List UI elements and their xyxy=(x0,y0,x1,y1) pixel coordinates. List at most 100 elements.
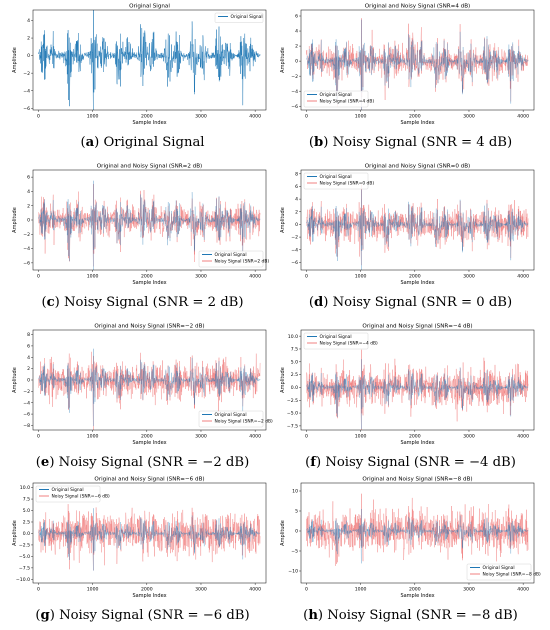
chart-a: Original Signal 0 1000 2000 3000 4000 −6 −4 −2 0 2… xyxy=(12,4,267,126)
chart-title: Original and Noisy Signal (SNR=4 dB) xyxy=(365,4,471,10)
x-tick-label: 1000 xyxy=(355,587,367,593)
x-tick-label: 2000 xyxy=(141,587,153,593)
y-tick-label: −10.0 xyxy=(16,577,30,583)
chart-b: Original and Noisy Signal (SNR=4 dB) 0 100… xyxy=(280,4,535,126)
x-tick-label: 2000 xyxy=(141,434,153,440)
panel-b: Original and Noisy Signal (SNR=4 dB) 0 100… xyxy=(278,2,543,157)
series-noisy-line xyxy=(306,184,529,266)
y-tick-label: 2 xyxy=(295,209,298,215)
y-tick-label: −7.5 xyxy=(287,423,298,429)
legend-box xyxy=(303,332,369,350)
x-tick-label: 3000 xyxy=(195,434,207,440)
y-tick-label: 10.0 xyxy=(20,485,30,491)
x-tick-label: 4000 xyxy=(249,587,261,593)
y-tick-label: 2 xyxy=(27,203,30,209)
x-tick-label: 1000 xyxy=(355,434,367,440)
axes-frame xyxy=(300,9,535,111)
x-tick-label: 3000 xyxy=(463,587,475,593)
x-tick-label: 3000 xyxy=(195,587,207,593)
x-tick-label: 4000 xyxy=(517,434,529,440)
y-axis-label: Amplitude xyxy=(280,367,286,393)
series-original-line xyxy=(38,9,261,111)
y-axis-label: Amplitude xyxy=(12,47,18,73)
y-tick-label: 8 xyxy=(295,171,298,177)
axes-frame xyxy=(300,329,535,431)
chart-h: Original and Noisy Signal (SNR=−8 dB) 0 10… xyxy=(280,477,541,600)
x-tick-label: 2000 xyxy=(409,587,421,593)
y-tick-label: −7.5 xyxy=(19,565,30,571)
y-axis-label: Amplitude xyxy=(280,47,286,73)
y-axis-label: Amplitude xyxy=(12,207,18,233)
y-tick-label: −10 xyxy=(288,569,298,575)
x-axis-label: Sample Index xyxy=(132,120,166,126)
caption-f: (f) Noisy Signal (SNR = −4 dB) xyxy=(305,455,516,470)
plot-area xyxy=(33,10,266,110)
series-noisy-line xyxy=(306,349,529,431)
x-tick-label: 0 xyxy=(37,274,40,280)
x-tick-label: 0 xyxy=(305,434,308,440)
x-tick-label: 4000 xyxy=(249,434,261,440)
x-tick-label: 3000 xyxy=(463,114,475,120)
y-tick-label: −2.5 xyxy=(19,543,30,549)
series-original-line xyxy=(306,359,529,430)
y-tick-label: 2.5 xyxy=(23,520,30,526)
chart-title: Original and Noisy Signal (SNR=−8 dB) xyxy=(362,477,472,483)
y-tick-label: −4 xyxy=(23,88,30,94)
x-axis-label: Sample Index xyxy=(132,280,166,286)
y-tick-label: −2 xyxy=(291,235,298,241)
y-tick-label: 5.0 xyxy=(23,508,30,514)
y-tick-label: −2 xyxy=(23,71,30,77)
legend-label: Original Signal xyxy=(320,334,352,340)
x-tick-label: 3000 xyxy=(463,274,475,280)
y-tick-label: 6 xyxy=(27,175,30,181)
y-tick-label: 7.5 xyxy=(23,497,30,503)
caption-b: (b) Noisy Signal (SNR = 4 dB) xyxy=(308,135,513,150)
y-tick-label: 4 xyxy=(27,18,30,24)
y-tick-label: 0 xyxy=(295,59,298,65)
y-tick-label: −6 xyxy=(291,260,298,266)
x-tick-label: 0 xyxy=(305,587,308,593)
x-tick-label: 1000 xyxy=(87,434,99,440)
x-tick-label: 0 xyxy=(37,114,40,120)
x-tick-label: 0 xyxy=(37,434,40,440)
series-original-line xyxy=(306,189,529,271)
legend-box xyxy=(303,90,369,108)
legend-label: Noisy Signal (SNR=4 dB) xyxy=(320,98,375,104)
y-tick-label: −8 xyxy=(23,423,30,429)
series-noisy-line xyxy=(306,493,529,566)
chart-g: Original and Noisy Signal (SNR=−6 dB) 0 10… xyxy=(12,477,267,599)
y-tick-label: 10.0 xyxy=(288,334,298,340)
y-tick-label: 2 xyxy=(27,36,30,42)
x-tick-label: 4000 xyxy=(517,114,529,120)
panel-h: Original and Noisy Signal (SNR=−8 dB) 0 10… xyxy=(278,475,543,630)
y-tick-label: 0 xyxy=(27,218,30,224)
x-axis-label: Sample Index xyxy=(132,440,166,446)
chart-title: Original and Noisy Signal (SNR=−4 dB) xyxy=(362,324,472,330)
axes-frame xyxy=(300,169,535,271)
chart-e: Original and Noisy Signal (SNR=−2 dB) 0 10… xyxy=(12,324,273,447)
y-tick-label: 2 xyxy=(27,366,30,372)
chart-title: Original and Noisy Signal (SNR=−2 dB) xyxy=(94,324,204,330)
panel-g: Original and Noisy Signal (SNR=−6 dB) 0 10… xyxy=(10,475,275,630)
legend-box xyxy=(303,172,369,190)
chart-f: Original and Noisy Signal (SNR=−4 dB) 0 10… xyxy=(280,324,535,446)
caption-e: (e) Noisy Signal (SNR = −2 dB) xyxy=(35,455,250,470)
series-original-line xyxy=(306,508,529,564)
y-tick-label: −5.0 xyxy=(19,554,30,560)
panel-d: Original and Noisy Signal (SNR=0 dB) 0 100… xyxy=(278,162,543,317)
y-tick-label: 4 xyxy=(27,189,30,195)
legend-label: Noisy Signal (SNR=2 dB) xyxy=(215,258,270,264)
y-tick-label: −4 xyxy=(291,247,298,253)
y-tick-label: 4 xyxy=(295,197,298,203)
y-tick-label: 0 xyxy=(27,53,30,59)
y-tick-label: −4 xyxy=(23,400,30,406)
y-tick-label: −5.0 xyxy=(287,411,298,417)
series-original-line xyxy=(38,348,261,427)
chart-title: Original and Noisy Signal (SNR=−6 dB) xyxy=(94,477,204,483)
axes-frame xyxy=(32,9,267,111)
legend-box xyxy=(35,485,101,503)
